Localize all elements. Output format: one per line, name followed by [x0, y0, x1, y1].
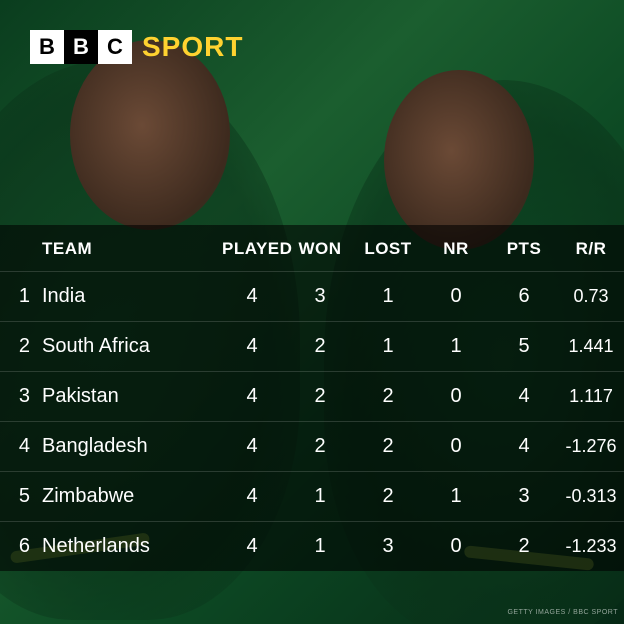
cell-pts: 3 — [490, 472, 558, 522]
cell-played: 4 — [218, 422, 286, 472]
cell-pts: 4 — [490, 372, 558, 422]
col-header-pts: PTS — [490, 225, 558, 272]
header-row: TEAM PLAYED WON LOST NR PTS R/R — [0, 225, 624, 272]
image-credit: GETTY IMAGES / BBC SPORT — [507, 609, 618, 616]
cell-won: 2 — [286, 322, 354, 372]
cell-rank: 6 — [0, 522, 42, 572]
cell-rank: 3 — [0, 372, 42, 422]
cell-played: 4 — [218, 522, 286, 572]
col-header-lost: LOST — [354, 225, 422, 272]
table-row: 1 India 4 3 1 0 6 0.73 — [0, 272, 624, 322]
cell-rr: 1.117 — [558, 372, 624, 422]
cell-team: Netherlands — [42, 522, 218, 572]
cell-rank: 5 — [0, 472, 42, 522]
cell-lost: 1 — [354, 322, 422, 372]
logo-b2-box: B — [64, 30, 98, 64]
cell-lost: 1 — [354, 272, 422, 322]
cell-pts: 6 — [490, 272, 558, 322]
cell-team: Zimbabwe — [42, 472, 218, 522]
col-header-team: TEAM — [42, 225, 218, 272]
cell-nr: 0 — [422, 422, 490, 472]
cell-played: 4 — [218, 322, 286, 372]
logo-b1-box: B — [30, 30, 64, 64]
cell-nr: 0 — [422, 372, 490, 422]
cell-team: India — [42, 272, 218, 322]
table-row: 5 Zimbabwe 4 1 2 1 3 -0.313 — [0, 472, 624, 522]
cell-nr: 0 — [422, 272, 490, 322]
table-row: 6 Netherlands 4 1 3 0 2 -1.233 — [0, 522, 624, 572]
cell-lost: 2 — [354, 472, 422, 522]
cell-team: Pakistan — [42, 372, 218, 422]
cell-rr: 1.441 — [558, 322, 624, 372]
col-header-rr: R/R — [558, 225, 624, 272]
cell-team: South Africa — [42, 322, 218, 372]
col-header-rank — [0, 225, 42, 272]
cell-rank: 2 — [0, 322, 42, 372]
cell-nr: 1 — [422, 472, 490, 522]
cell-won: 1 — [286, 472, 354, 522]
cell-rr: 0.73 — [558, 272, 624, 322]
cell-rr: -1.233 — [558, 522, 624, 572]
cell-rr: -1.276 — [558, 422, 624, 472]
col-header-won: WON — [286, 225, 354, 272]
cell-lost: 2 — [354, 372, 422, 422]
cell-pts: 4 — [490, 422, 558, 472]
cell-played: 4 — [218, 472, 286, 522]
cell-played: 4 — [218, 272, 286, 322]
standings-table-panel: TEAM PLAYED WON LOST NR PTS R/R 1 India … — [0, 225, 624, 571]
bbc-sport-logo: B B C SPORT — [30, 30, 243, 64]
cell-rr: -0.313 — [558, 472, 624, 522]
cell-played: 4 — [218, 372, 286, 422]
logo-c-box: C — [98, 30, 132, 64]
table-row: 2 South Africa 4 2 1 1 5 1.441 — [0, 322, 624, 372]
cell-rank: 1 — [0, 272, 42, 322]
col-header-nr: NR — [422, 225, 490, 272]
logo-sport-text: SPORT — [142, 31, 243, 63]
cell-won: 2 — [286, 422, 354, 472]
cell-nr: 1 — [422, 322, 490, 372]
cell-won: 3 — [286, 272, 354, 322]
cell-lost: 3 — [354, 522, 422, 572]
cell-lost: 2 — [354, 422, 422, 472]
col-header-played: PLAYED — [218, 225, 286, 272]
cell-nr: 0 — [422, 522, 490, 572]
table-row: 4 Bangladesh 4 2 2 0 4 -1.276 — [0, 422, 624, 472]
standings-table: TEAM PLAYED WON LOST NR PTS R/R 1 India … — [0, 225, 624, 571]
cell-rank: 4 — [0, 422, 42, 472]
cell-pts: 5 — [490, 322, 558, 372]
cell-won: 1 — [286, 522, 354, 572]
cell-team: Bangladesh — [42, 422, 218, 472]
table-row: 3 Pakistan 4 2 2 0 4 1.117 — [0, 372, 624, 422]
cell-pts: 2 — [490, 522, 558, 572]
cell-won: 2 — [286, 372, 354, 422]
